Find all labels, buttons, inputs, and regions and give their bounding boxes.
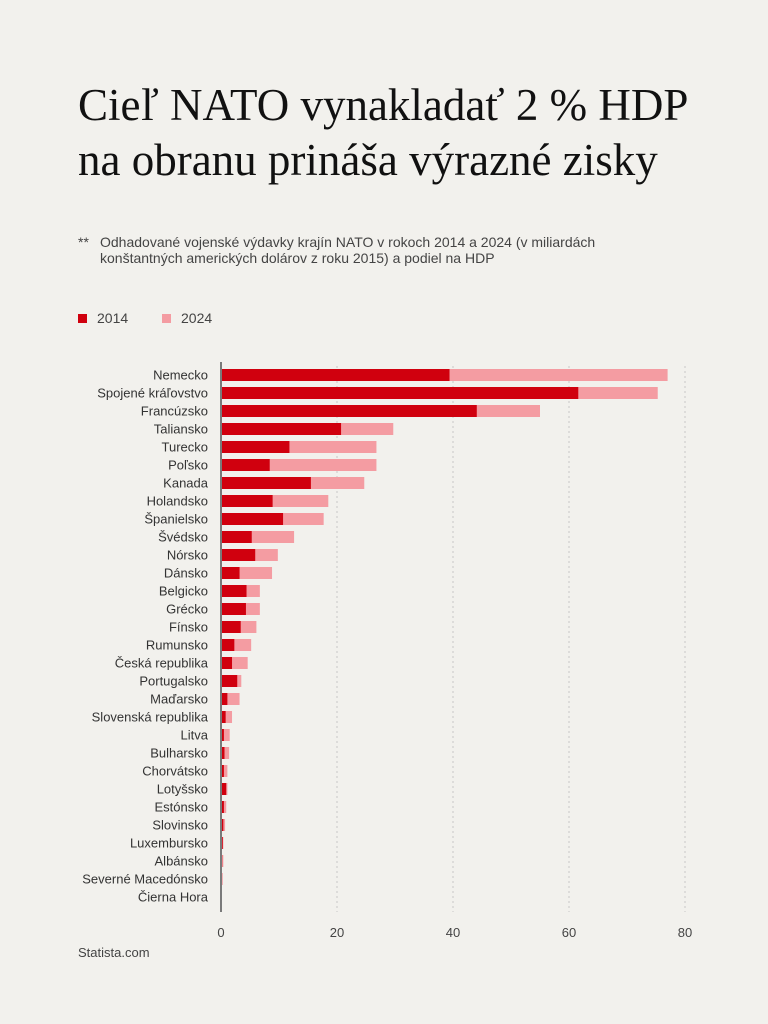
legend-item-2014: 2014 <box>78 310 128 326</box>
category-label: Dánsko <box>164 566 208 581</box>
category-label: Švédsko <box>158 530 208 545</box>
category-label: Fínsko <box>169 620 208 635</box>
bar-2024 <box>221 729 230 741</box>
bar-2014 <box>221 531 252 543</box>
chart-title: Cieľ NATO vynakladať 2 % HDP na obranu p… <box>78 78 738 188</box>
bar-2024 <box>221 765 228 777</box>
bar-2014 <box>221 495 273 507</box>
bar-2024 <box>221 711 233 723</box>
category-label: Taliansko <box>154 422 208 437</box>
bar-2014 <box>221 801 224 813</box>
bar-2014 <box>221 747 225 759</box>
bar-2014 <box>221 459 270 471</box>
bar-2014 <box>221 675 238 687</box>
category-label: Maďarsko <box>150 692 208 707</box>
category-label: Španielsko <box>144 512 208 527</box>
category-label: Bulharsko <box>150 746 208 761</box>
category-label: Grécko <box>166 602 208 617</box>
x-tick-label-20: 20 <box>330 925 344 940</box>
x-tick-label-80: 80 <box>678 925 692 940</box>
bar-2014 <box>221 423 342 435</box>
category-label: Holandsko <box>147 494 208 509</box>
bar-2014 <box>221 513 284 525</box>
subtitle-text: Odhadované vojenské výdavky krajín NATO … <box>100 234 596 266</box>
bar-2014 <box>221 729 224 741</box>
category-label: Litva <box>181 728 209 743</box>
category-label: Lotyšsko <box>157 782 208 797</box>
category-label: Kanada <box>163 476 209 491</box>
category-label: Poľsko <box>168 458 208 473</box>
category-label: Česká republika <box>115 656 209 671</box>
source-credit: Statista.com <box>78 945 150 960</box>
bar-2014 <box>221 765 224 777</box>
x-tick-label-40: 40 <box>446 925 460 940</box>
footnote-mark: ** <box>78 234 89 250</box>
legend-swatch-2014 <box>78 314 87 323</box>
category-label: Slovenská republika <box>92 710 209 725</box>
bar-2014 <box>221 477 311 489</box>
category-label: Čierna Hora <box>138 890 209 905</box>
legend-label-2014: 2014 <box>97 310 129 326</box>
legend-label-2024: 2024 <box>181 310 213 326</box>
bar-2014 <box>221 441 290 453</box>
bar-2014 <box>221 549 256 561</box>
bar-2014 <box>221 819 224 831</box>
bar-2014 <box>221 693 228 705</box>
legend-swatch-2024 <box>162 314 171 323</box>
category-label: Nemecko <box>153 368 208 383</box>
bar-2014 <box>221 405 477 417</box>
legend-item-2024: 2024 <box>162 310 212 326</box>
category-label: Slovinsko <box>152 818 208 833</box>
category-label: Turecko <box>162 440 208 455</box>
bar-2014 <box>221 657 233 669</box>
bar-2014 <box>221 711 226 723</box>
category-label: Belgicko <box>159 584 208 599</box>
bar-2014 <box>221 387 579 399</box>
bar-2014 <box>221 567 240 579</box>
category-label: Severné Macedónsko <box>82 872 208 887</box>
bar-2014 <box>221 369 450 381</box>
bar-2014 <box>221 603 246 615</box>
bar-2014 <box>221 621 241 633</box>
bar-2024 <box>221 747 230 759</box>
x-tick-label-0: 0 <box>217 925 224 940</box>
category-label: Francúzsko <box>141 404 208 419</box>
category-label: Estónsko <box>155 800 208 815</box>
category-label: Nórsko <box>167 548 208 563</box>
category-label: Portugalsko <box>139 674 208 689</box>
bar-2014 <box>221 585 247 597</box>
x-tick-label-60: 60 <box>562 925 576 940</box>
category-label: Albánsko <box>155 854 208 869</box>
bar-2014 <box>221 783 227 795</box>
category-label: Spojené kráľovstvo <box>97 386 208 401</box>
bar-2014 <box>221 639 235 651</box>
title-line-1: Cieľ NATO vynakladať 2 % HDP <box>78 80 689 130</box>
category-label: Rumunsko <box>146 638 208 653</box>
category-label: Chorvátsko <box>142 764 208 779</box>
title-line-2: na obranu prináša výrazné zisky <box>78 135 658 185</box>
chart-subtitle: ** Odhadované vojenské výdavky krajín NA… <box>78 234 678 266</box>
category-label: Luxembursko <box>130 836 208 851</box>
